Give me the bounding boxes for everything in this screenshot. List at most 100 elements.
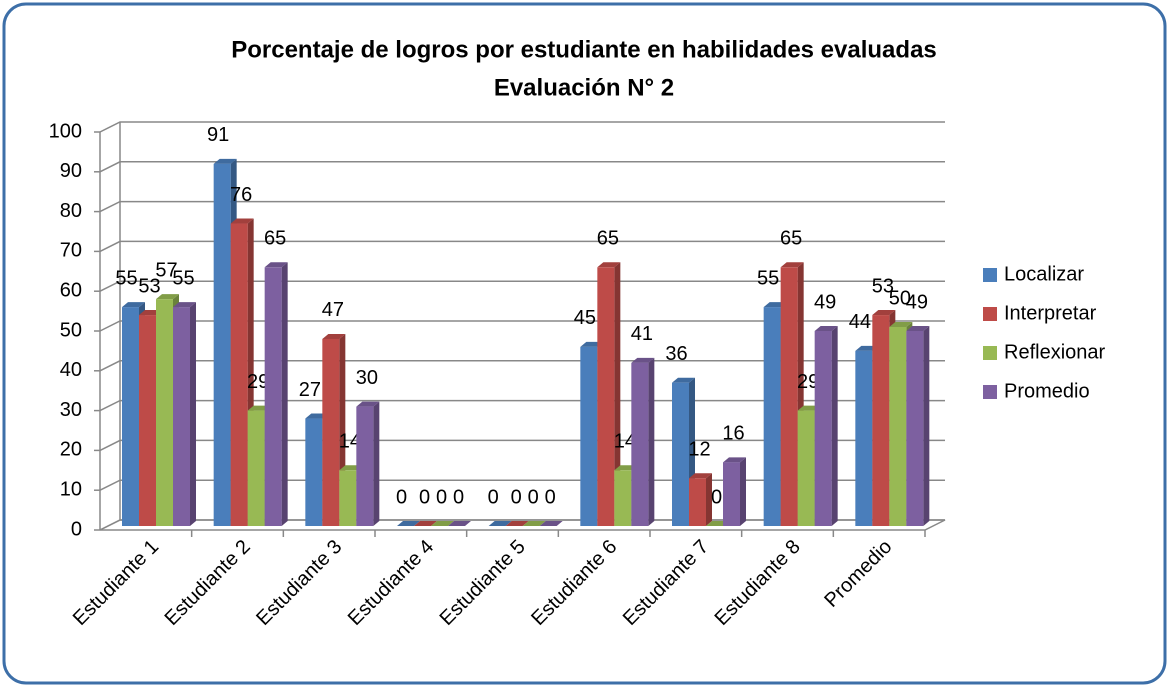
value-label: 55 (757, 267, 779, 289)
bar-top (156, 294, 179, 300)
legend-label: Reflexionar (1004, 341, 1106, 363)
bar (689, 478, 706, 526)
grid-line (99, 240, 945, 253)
bar (814, 330, 832, 526)
bar-top (264, 262, 288, 268)
bar-top (213, 158, 237, 164)
chart-subtitle: Evaluación N° 2 (494, 74, 674, 101)
legend-swatch (983, 346, 997, 360)
y-tick-label: 10 (60, 478, 82, 500)
value-label: 76 (230, 184, 252, 206)
value-label: 65 (597, 228, 619, 250)
bar (339, 470, 357, 526)
bar-top (397, 521, 420, 526)
bar (906, 330, 924, 526)
value-label: 0 (453, 486, 464, 508)
bar (139, 315, 156, 526)
value-label: 16 (722, 423, 744, 445)
value-label: 0 (488, 486, 499, 508)
bar-side (281, 262, 288, 526)
bar-top (414, 521, 437, 526)
bar (631, 362, 649, 526)
value-label: 44 (849, 311, 871, 333)
value-label: 49 (814, 291, 836, 313)
bar-top (723, 457, 746, 463)
y-tick-label: 20 (60, 439, 82, 461)
bar-side (831, 325, 838, 526)
bar-side (190, 302, 196, 526)
bar (763, 307, 781, 526)
value-label: 53 (872, 275, 894, 297)
bar (780, 267, 798, 526)
bar (356, 406, 374, 526)
bar-top (631, 357, 655, 363)
bar-top (780, 262, 804, 268)
value-label: 14 (339, 431, 361, 453)
value-label: 29 (247, 371, 269, 393)
value-label: 55 (172, 267, 194, 289)
value-label: 47 (322, 299, 344, 321)
bar-top (230, 218, 254, 224)
y-tick-label: 40 (60, 359, 82, 381)
bar-top (814, 325, 838, 331)
bar (247, 410, 265, 526)
bar (305, 418, 323, 526)
bar-side (740, 457, 746, 526)
y-tick-label: 50 (60, 319, 82, 341)
value-label: 41 (631, 323, 653, 345)
value-label: 91 (207, 124, 229, 146)
value-label: 30 (356, 367, 378, 389)
bar (264, 267, 282, 526)
bar (122, 307, 139, 526)
bar (213, 163, 231, 526)
bar (889, 327, 907, 526)
grid-line (99, 121, 945, 133)
value-label: 0 (396, 486, 407, 508)
value-label: 50 (889, 287, 911, 309)
grid-line (99, 399, 945, 412)
grid-line (99, 519, 945, 531)
value-label: 45 (574, 307, 596, 329)
bar (230, 223, 248, 526)
bar-side (614, 262, 621, 526)
grid-line (99, 320, 945, 332)
value-label: 0 (511, 486, 522, 508)
bar (723, 462, 740, 526)
y-tick-label: 30 (60, 399, 82, 421)
bar-top (597, 262, 621, 268)
grid-line (99, 161, 945, 173)
bar-top (505, 521, 529, 526)
bar-top (356, 401, 380, 407)
value-label: 0 (711, 486, 722, 508)
bar-top (322, 333, 346, 339)
bar-top (431, 521, 454, 526)
grid-line (99, 439, 945, 452)
value-label: 0 (419, 486, 430, 508)
y-tick-label: 70 (60, 240, 82, 262)
value-label: 65 (264, 228, 286, 250)
chart-title: Porcentaje de logros por estudiante en h… (231, 36, 937, 63)
bar (580, 346, 598, 526)
bar-top (173, 302, 196, 308)
legend-swatch (983, 307, 997, 321)
bar (797, 410, 815, 526)
legend-swatch (983, 385, 997, 399)
bar (855, 350, 873, 526)
bar-side (648, 357, 655, 526)
bar (614, 470, 632, 526)
legend-swatch (983, 268, 997, 282)
legend-label: Interpretar (1004, 302, 1097, 324)
bar-top (906, 325, 930, 331)
grid-line (99, 360, 945, 372)
value-label: 49 (906, 291, 928, 313)
bar-top (872, 310, 896, 316)
bar (173, 307, 190, 526)
value-label: 65 (780, 228, 802, 250)
y-tick-label: 90 (60, 160, 82, 182)
grid-line (99, 280, 945, 292)
y-tick-label: 0 (71, 518, 82, 540)
bar-top (889, 322, 913, 327)
bar (597, 267, 615, 526)
y-tick-label: 100 (49, 120, 82, 142)
